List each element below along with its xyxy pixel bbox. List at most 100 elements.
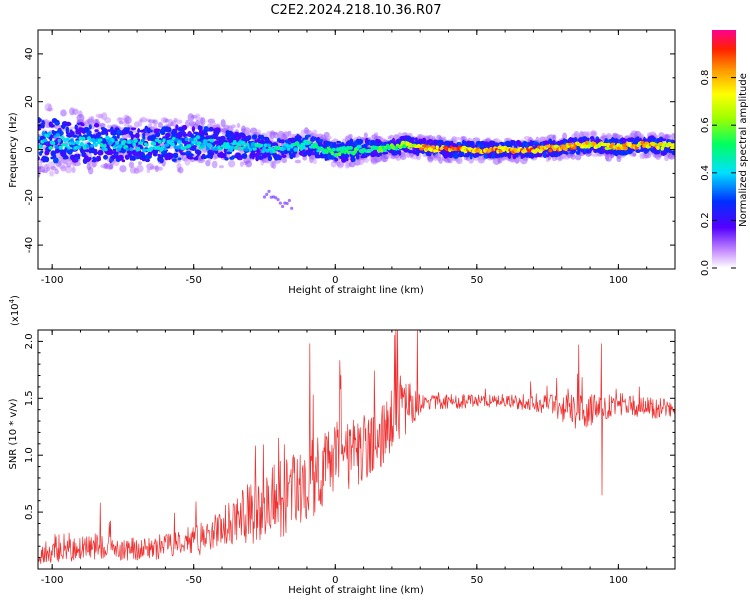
spectrogram-cell xyxy=(562,132,568,141)
spectrogram-x-tick-label: -50 xyxy=(186,275,202,286)
spectrogram-cell xyxy=(60,131,64,136)
figure-title: C2E2.2024.218.10.36.R07 xyxy=(270,3,441,18)
spectrogram-peak-cell xyxy=(259,143,264,148)
spectrogram-cell xyxy=(157,121,163,128)
spectrogram-cell xyxy=(187,156,194,160)
spectrogram-peak-cell xyxy=(564,146,568,152)
spectrogram-peak-cell xyxy=(356,144,362,149)
spectrogram-cell xyxy=(671,150,675,156)
spectrogram-cell xyxy=(454,136,461,141)
spectrogram-cell xyxy=(311,136,318,141)
spectrogram-peak-cell xyxy=(85,144,90,149)
spectrogram-cell xyxy=(52,157,59,164)
spectrogram-peak-cell xyxy=(245,142,250,147)
spectrogram-cell xyxy=(93,123,100,128)
spectrogram-cell xyxy=(383,151,389,155)
spectrogram-cell xyxy=(171,158,177,162)
spectrogram-cell xyxy=(126,127,130,131)
spectrogram-cell xyxy=(609,150,613,155)
spectrogram-cell xyxy=(38,117,41,124)
spectrogram-cell xyxy=(177,157,182,161)
spectrogram-cell xyxy=(660,138,667,142)
spectrogram-cell xyxy=(97,155,101,161)
snr-y-exponent: (x104) xyxy=(8,295,21,326)
spectrogram-peak-cell xyxy=(53,135,57,139)
spectrogram-cell xyxy=(238,157,243,161)
spectrogram-cell xyxy=(670,133,675,139)
spectrogram-peak-cell xyxy=(148,146,154,151)
spectrogram-cell xyxy=(203,126,209,131)
snr-x-ticks: -100 -50 0 50 100 xyxy=(41,330,676,586)
spectrogram-cell xyxy=(357,138,364,145)
spectrogram-cell xyxy=(44,156,50,163)
spectrogram-cell xyxy=(86,130,92,137)
spectrogram-peak-cell xyxy=(71,141,76,146)
colorbar-tick-label: 0.4 xyxy=(700,165,711,181)
spectrogram-peak-cell xyxy=(293,147,299,152)
spectrogram-peak-cell xyxy=(152,141,157,146)
spectrogram-cell xyxy=(575,150,581,155)
spectrogram-cell xyxy=(181,124,188,131)
spectrogram-cell xyxy=(139,117,148,123)
spectrogram-cell xyxy=(165,132,171,138)
snr-x-tick-label: 0 xyxy=(332,575,338,586)
spectrogram-cell xyxy=(66,162,72,168)
spectrogram-cell xyxy=(414,137,418,142)
spectrogram-y-label: Frequency (Hz) xyxy=(8,112,19,188)
spectrogram-cell xyxy=(336,161,344,169)
spectrogram-cell xyxy=(69,126,75,130)
spectrogram-cell xyxy=(121,159,126,163)
spectrogram-x-ticks: -100 -50 0 50 100 xyxy=(41,30,676,286)
spectrogram-cell xyxy=(312,158,317,165)
spectrogram-cell xyxy=(296,135,302,141)
spectrogram-peak-cell xyxy=(548,148,553,153)
snr-series-line xyxy=(38,330,675,565)
spectrogram-peak-cell xyxy=(206,142,212,148)
spectrogram-cell xyxy=(184,157,191,166)
spectrogram-cell xyxy=(137,161,142,165)
spectrogram-peak-cell xyxy=(140,138,145,143)
spectrogram-cell xyxy=(105,130,109,137)
spectrogram-peak-cell xyxy=(64,143,68,148)
spectrogram-cell xyxy=(187,153,194,157)
spectrogram-cell xyxy=(571,150,575,154)
spectrogram-cell xyxy=(586,137,590,142)
spectrogram-peak-cell xyxy=(57,138,61,143)
spectrogram-peak-cell xyxy=(195,135,201,140)
spectrogram-peak-cell xyxy=(183,145,187,150)
spectrogram-y-ticks: -40 -20 0 20 40 xyxy=(24,29,675,270)
spectrogram-peak-cell xyxy=(77,144,81,150)
spectrogram-peak-cell xyxy=(141,148,147,153)
spectrogram-cell xyxy=(147,151,153,156)
spectrogram-peak-cell xyxy=(164,143,170,147)
spectrogram-peak-cell xyxy=(111,138,115,143)
spectrogram-cell xyxy=(77,153,81,159)
spectrogram-cell xyxy=(88,157,92,161)
spectrogram-cell xyxy=(87,166,94,175)
spectrogram-cell xyxy=(348,161,356,168)
spectrogram-cell xyxy=(119,165,127,173)
spectrogram-peak-cell xyxy=(163,147,168,151)
spectrogram-tail-cell xyxy=(274,196,278,200)
spectrogram-cell xyxy=(280,139,285,144)
spectrogram-cell xyxy=(251,134,258,140)
spectrogram-cell xyxy=(64,154,69,160)
spectrogram-cell xyxy=(267,155,273,162)
spectrogram-peak-cell xyxy=(337,152,342,157)
spectrogram-cell xyxy=(229,127,234,131)
snr-x-tick-label: 50 xyxy=(470,575,483,586)
spectrogram-cell xyxy=(438,156,443,164)
spectrogram-x-tick-label: 50 xyxy=(470,275,483,286)
spectrogram-x-tick-label: 0 xyxy=(332,275,338,286)
spectrogram-cell xyxy=(515,154,519,158)
spectrogram-peak-cell xyxy=(42,138,48,142)
spectrogram-peak-cell xyxy=(463,149,468,154)
spectrogram-peak-cell xyxy=(129,147,134,152)
spectrogram-peak-cell xyxy=(170,142,175,147)
colorbar-tick-label: 0.8 xyxy=(700,70,711,86)
spectrogram-cell xyxy=(208,126,214,132)
spectrogram-cell xyxy=(65,122,72,127)
spectrogram-heatmap xyxy=(38,103,675,210)
spectrogram-cell xyxy=(586,131,591,138)
